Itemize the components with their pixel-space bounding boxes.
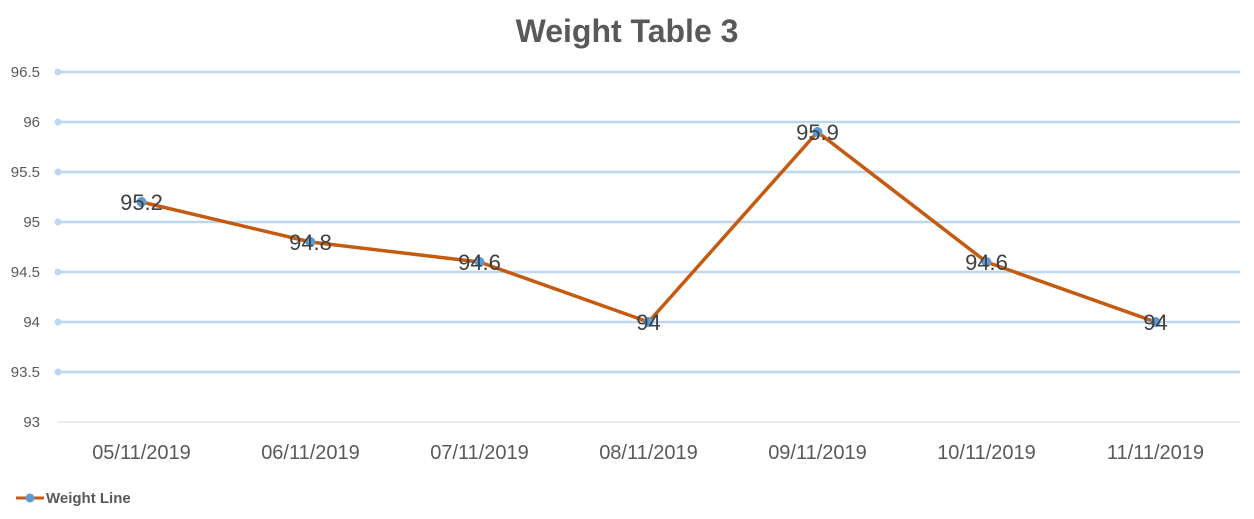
- y-tick-label: 93.5: [11, 364, 40, 381]
- data-point: [1150, 317, 1161, 327]
- data-label: 94.6: [458, 250, 501, 275]
- data-labels: 95.2 94.8 94.6 94 95.9 94.6 94: [120, 120, 1168, 335]
- y-tick-label: 96: [23, 114, 40, 131]
- data-label: 94.6: [965, 250, 1008, 275]
- data-label: 94: [1143, 310, 1167, 335]
- y-tick-label: 95: [23, 214, 40, 231]
- data-point: [305, 237, 316, 247]
- legend-entry-weight-line: Weight Line: [46, 490, 131, 507]
- x-tick-label: 10/11/2019: [937, 442, 1036, 464]
- gridline-end-dot: [54, 168, 62, 176]
- data-label: 94.8: [289, 230, 332, 255]
- x-tick-label: 07/11/2019: [430, 442, 529, 464]
- gridline-end-dot: [54, 118, 62, 126]
- x-tick-label: 05/11/2019: [92, 442, 191, 464]
- data-point: [643, 317, 654, 327]
- series-weight-line: [136, 127, 1161, 327]
- data-label: 95.9: [796, 120, 839, 145]
- gridline-end-dot: [54, 218, 62, 226]
- x-tick-label: 09/11/2019: [768, 442, 867, 464]
- legend: Weight Line: [16, 490, 131, 507]
- data-point: [981, 257, 992, 267]
- y-tick-label: 96.5: [11, 64, 40, 81]
- series-line: [141, 130, 1157, 324]
- x-axis-tick-labels: 05/11/2019 06/11/2019 07/11/2019 08/11/2019…: [92, 442, 1204, 464]
- data-label: 95.2: [120, 190, 163, 215]
- gridline-end-dot: [54, 268, 62, 276]
- chart-title: Weight Table 3: [516, 13, 739, 49]
- y-tick-label: 95.5: [11, 164, 40, 181]
- y-tick-label: 93: [23, 414, 40, 431]
- x-tick-label: 06/11/2019: [261, 442, 360, 464]
- gridline-end-dot: [54, 318, 62, 326]
- x-tick-label: 11/11/2019: [1107, 442, 1204, 464]
- data-point: [474, 257, 485, 267]
- gridline-end-dot: [54, 68, 62, 76]
- gridline-end-dot: [54, 368, 62, 376]
- data-label: 94: [636, 310, 660, 335]
- y-tick-label: 94: [23, 314, 40, 331]
- y-tick-label: 94.5: [11, 264, 40, 281]
- data-point: [136, 197, 147, 207]
- y-axis-tick-labels: 93 93.5 94 94.5 95 95.5 96 96.5: [11, 64, 40, 431]
- x-tick-label: 08/11/2019: [599, 442, 698, 464]
- data-point: [812, 127, 823, 137]
- legend-swatch-marker: [25, 493, 35, 503]
- gridlines: [54, 68, 1240, 423]
